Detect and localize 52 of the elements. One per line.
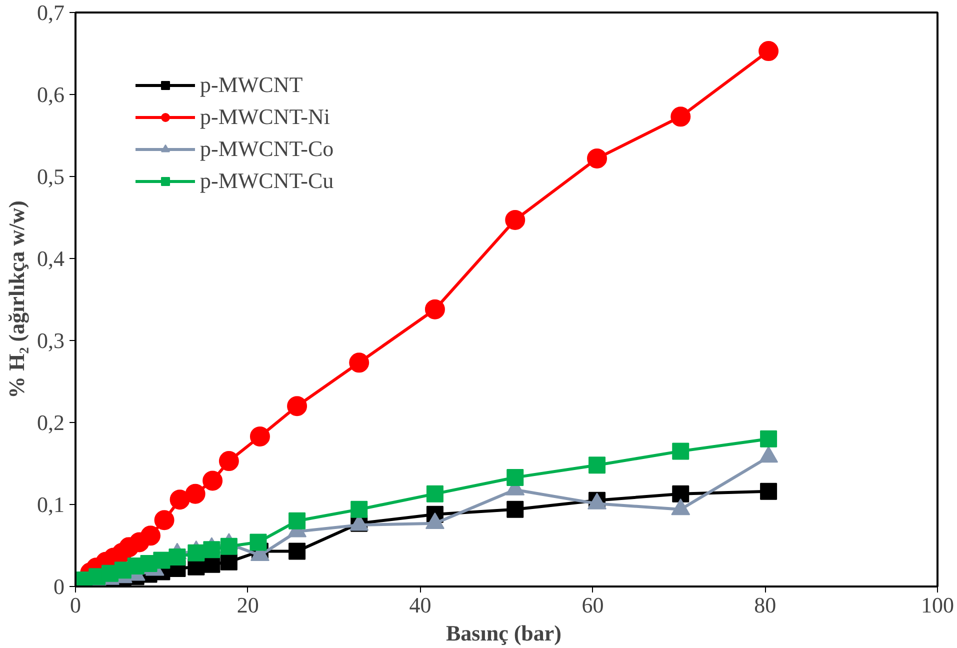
point xyxy=(188,544,205,562)
point xyxy=(424,299,445,320)
point xyxy=(288,512,306,530)
point xyxy=(350,500,368,518)
point xyxy=(672,485,690,502)
point xyxy=(588,456,606,474)
y-tick-label: 0,2 xyxy=(37,410,64,435)
point xyxy=(170,490,190,510)
x-tick-label: 100 xyxy=(921,592,954,618)
point xyxy=(760,482,778,500)
point xyxy=(202,470,223,491)
point xyxy=(506,500,524,518)
y-tick-label: 0,7 xyxy=(37,0,64,25)
x-tick-label: 0 xyxy=(70,592,81,618)
x-tick-label: 20 xyxy=(236,592,259,618)
point xyxy=(250,534,267,551)
point xyxy=(587,148,608,168)
point xyxy=(288,542,306,560)
y-tick-label: 0 xyxy=(54,574,64,599)
point xyxy=(426,485,444,502)
point xyxy=(140,526,160,546)
point xyxy=(506,468,524,486)
point xyxy=(758,41,779,62)
point xyxy=(220,538,238,555)
point xyxy=(154,510,174,530)
point xyxy=(287,396,308,416)
point xyxy=(220,553,238,570)
y-axis-title: % H₂ (ağırlıkça w/w) xyxy=(4,200,29,398)
y-tick-label: 0,5 xyxy=(37,164,64,189)
x-tick-label: 60 xyxy=(582,592,604,618)
legend-label: p-MWCNT xyxy=(200,72,303,98)
legend-label: p-MWCNT-Co xyxy=(200,136,334,162)
point xyxy=(203,541,220,558)
point xyxy=(672,442,690,460)
x-tick-label: 80 xyxy=(754,592,776,618)
point xyxy=(218,451,239,472)
point xyxy=(505,210,526,230)
y-tick-label: 0,4 xyxy=(37,246,64,271)
y-tick-label: 0,1 xyxy=(37,492,64,517)
legend-label: p-MWCNT-Cu xyxy=(200,168,334,194)
point xyxy=(153,552,170,569)
x-axis-title: Basınç (bar) xyxy=(446,620,562,646)
legend-label: p-MWCNT-Ni xyxy=(200,104,330,130)
point xyxy=(250,426,270,446)
x-tick-label: 40 xyxy=(409,592,432,618)
point xyxy=(760,430,778,448)
y-tick-label: 0,3 xyxy=(37,328,64,353)
point xyxy=(349,352,370,373)
y-tick-label: 0,6 xyxy=(37,82,64,107)
point xyxy=(168,548,186,566)
point xyxy=(670,106,691,127)
point xyxy=(185,484,206,504)
